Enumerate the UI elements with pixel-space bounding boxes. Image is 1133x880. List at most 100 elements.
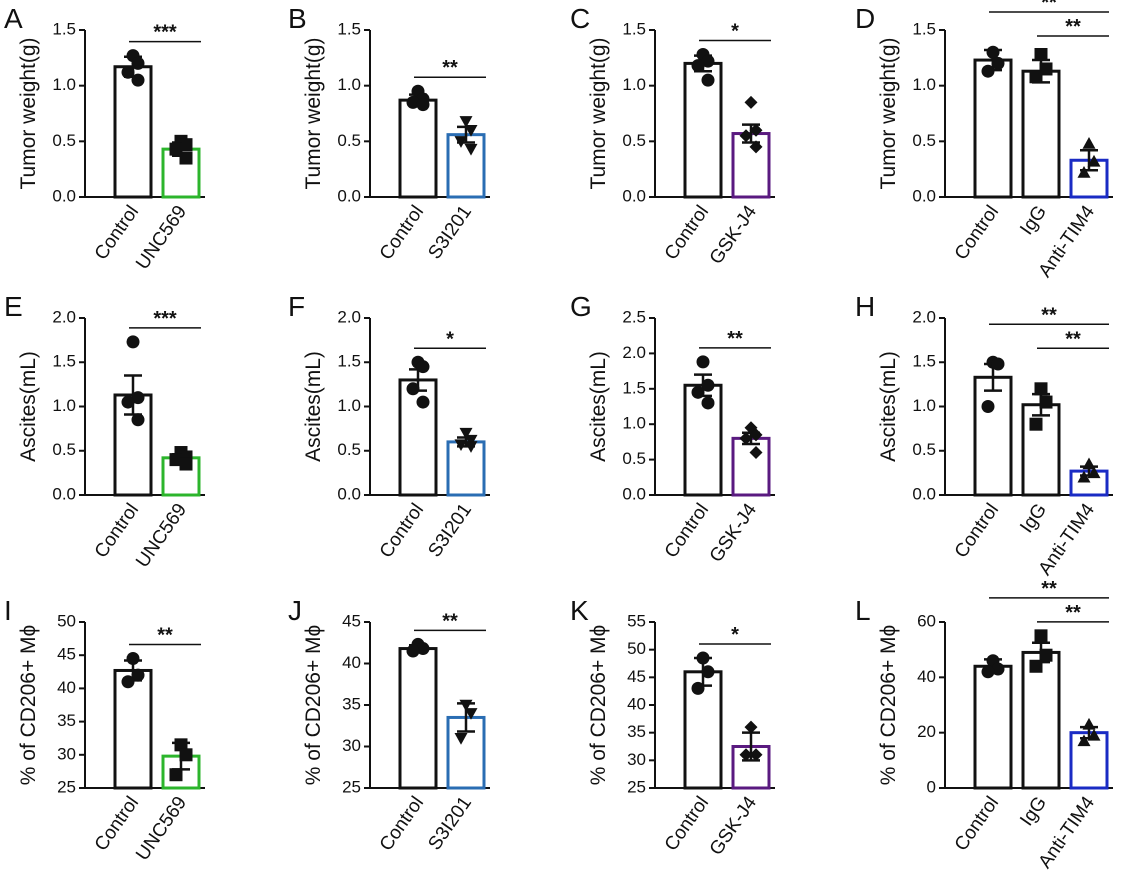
panel-letter: D [855, 3, 875, 34]
y-tick-label: 1.0 [912, 75, 936, 94]
data-point [416, 395, 430, 409]
data-point [1039, 395, 1053, 409]
data-point [701, 665, 715, 679]
y-tick-label: 0.5 [912, 131, 936, 150]
significance-label: ** [1065, 602, 1081, 624]
y-tick-label: 1.0 [337, 396, 361, 415]
significance-label: * [731, 624, 739, 646]
data-point [701, 378, 715, 392]
y-tick-label: 0.0 [622, 484, 646, 503]
data-point [416, 642, 430, 656]
y-tick-label: 2.0 [337, 307, 361, 326]
data-point [464, 434, 478, 447]
x-tick-label: S3I201 [424, 500, 476, 561]
data-point [131, 668, 145, 682]
y-tick-label: 0.5 [622, 131, 646, 150]
data-point [1082, 717, 1096, 730]
y-tick-label: 45 [342, 611, 361, 630]
data-point [169, 453, 183, 467]
data-point [701, 396, 715, 410]
y-tick-label: 1.5 [337, 352, 361, 371]
bar [973, 664, 1013, 790]
data-point [454, 733, 468, 745]
x-tick-label: Control [376, 793, 428, 855]
data-point [701, 73, 715, 87]
significance-label: ** [727, 328, 743, 350]
data-point [1034, 47, 1048, 61]
x-tick-label: S3I201 [424, 793, 476, 854]
significance-label: * [731, 20, 739, 42]
y-tick-label: 0 [927, 777, 936, 796]
bar [398, 98, 438, 199]
y-tick-label: 1.0 [622, 414, 646, 433]
y-tick-label: 1.0 [52, 396, 76, 415]
significance-label: ** [1065, 328, 1081, 350]
x-tick-label: Control [951, 202, 1003, 264]
data-point [126, 335, 140, 349]
y-tick-label: 35 [342, 694, 361, 713]
y-tick-label: 1.5 [622, 378, 646, 397]
panel-letter: F [288, 291, 305, 322]
data-point [1077, 166, 1091, 178]
y-tick-label: 0.0 [622, 186, 646, 205]
data-point [1039, 62, 1053, 76]
y-tick-label: 1.0 [622, 75, 646, 94]
data-point [121, 675, 135, 689]
data-point [174, 738, 188, 752]
data-point [126, 652, 140, 666]
data-point [121, 65, 135, 79]
bar [973, 58, 1013, 199]
panel: F Ascites(mL) 0.0 0.5 1.0 1.5 2.0 ControlS3I201… [288, 291, 490, 562]
data-point [131, 56, 145, 70]
y-tick-label: 0.5 [622, 449, 646, 468]
data-point [131, 73, 145, 87]
data-point [464, 441, 478, 453]
data-point [696, 651, 710, 665]
y-axis-label: Ascites(mL) [877, 351, 900, 462]
y-axis-label: % of CD206+ Mϕ [877, 625, 900, 786]
x-tick-label: Control [91, 793, 143, 855]
y-tick-label: 0.0 [52, 186, 76, 205]
y-tick-label: 1.0 [52, 75, 76, 94]
y-tick-label: 25 [57, 777, 76, 796]
data-point [406, 95, 420, 109]
significance-label: *** [153, 308, 177, 330]
data-point [991, 662, 1005, 676]
data-point [1039, 648, 1053, 662]
data-point [981, 400, 995, 413]
bar [731, 132, 771, 199]
y-tick-label: 0.5 [52, 440, 76, 459]
x-tick-label: Control [376, 202, 428, 264]
data-point [454, 439, 468, 452]
data-point [459, 116, 473, 128]
y-tick-label: 1.5 [622, 19, 646, 38]
data-point [691, 385, 705, 399]
y-axis-label: Ascites(mL) [17, 351, 40, 462]
data-point [179, 748, 193, 762]
panel-letter: H [855, 291, 875, 322]
x-tick-label: IgG [1016, 202, 1051, 239]
y-axis-label: Ascites(mL) [302, 351, 325, 462]
data-point [991, 357, 1005, 371]
data-point [169, 142, 183, 156]
y-tick-label: 0.0 [912, 484, 936, 503]
y-tick-label: 40 [57, 678, 76, 697]
panel-letter: G [570, 291, 592, 322]
y-tick-label: 1.5 [912, 19, 936, 38]
data-point [691, 681, 705, 695]
data-point [179, 151, 193, 165]
data-point [749, 123, 763, 137]
y-tick-label: 0.5 [912, 440, 936, 459]
y-tick-label: 2.0 [52, 307, 76, 326]
y-tick-label: 0.0 [52, 484, 76, 503]
panel-letter: J [288, 595, 302, 626]
panel-letter: B [288, 3, 307, 34]
data-point [121, 395, 135, 409]
y-axis-label: Ascites(mL) [587, 351, 610, 462]
data-point [179, 457, 193, 471]
y-tick-label: 0.5 [337, 131, 361, 150]
y-tick-label: 50 [57, 611, 76, 630]
y-tick-label: 1.5 [52, 19, 76, 38]
